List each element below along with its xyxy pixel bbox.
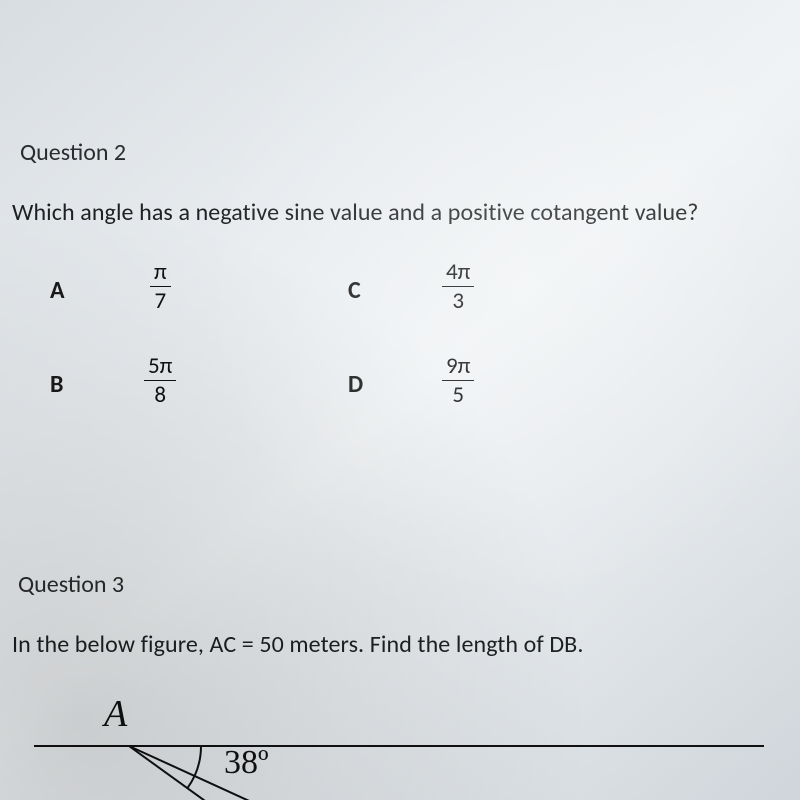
- question-3-prompt: In the below figure, AC = 50 meters. Fin…: [12, 630, 792, 659]
- figure-angle-label: 38º: [224, 744, 269, 782]
- choice-a-label: A: [50, 276, 65, 305]
- choice-b-label: B: [50, 370, 63, 399]
- choice-c-value: 4π 3: [442, 260, 474, 313]
- choice-b-value: 5π 8: [144, 354, 176, 407]
- choice-d-denominator: 5: [442, 383, 474, 407]
- worksheet-page: Question 2 Which angle has a negative si…: [0, 0, 800, 800]
- figure-svg: [34, 698, 764, 800]
- figure-angle-arc: [187, 746, 201, 788]
- figure-point-a-label: A: [104, 692, 127, 736]
- choice-c-denominator: 3: [442, 289, 474, 313]
- choice-d-value: 9π 5: [442, 354, 474, 407]
- choice-a-value: π 7: [150, 260, 171, 313]
- choice-c-numerator: 4π: [442, 260, 474, 284]
- choice-b-denominator: 8: [144, 383, 176, 407]
- choice-c-label: C: [348, 276, 361, 305]
- choice-b-numerator: 5π: [144, 354, 176, 378]
- question-2-heading: Question 2: [20, 138, 126, 167]
- choice-a-denominator: 7: [150, 289, 171, 313]
- question-2-prompt: Which angle has a negative sine value an…: [12, 198, 792, 227]
- choice-a-numerator: π: [150, 260, 171, 284]
- choice-d-label: D: [348, 370, 363, 399]
- choice-d-numerator: 9π: [442, 354, 474, 378]
- question-3-figure: A 38º: [34, 698, 764, 800]
- question-3-heading: Question 3: [18, 570, 124, 599]
